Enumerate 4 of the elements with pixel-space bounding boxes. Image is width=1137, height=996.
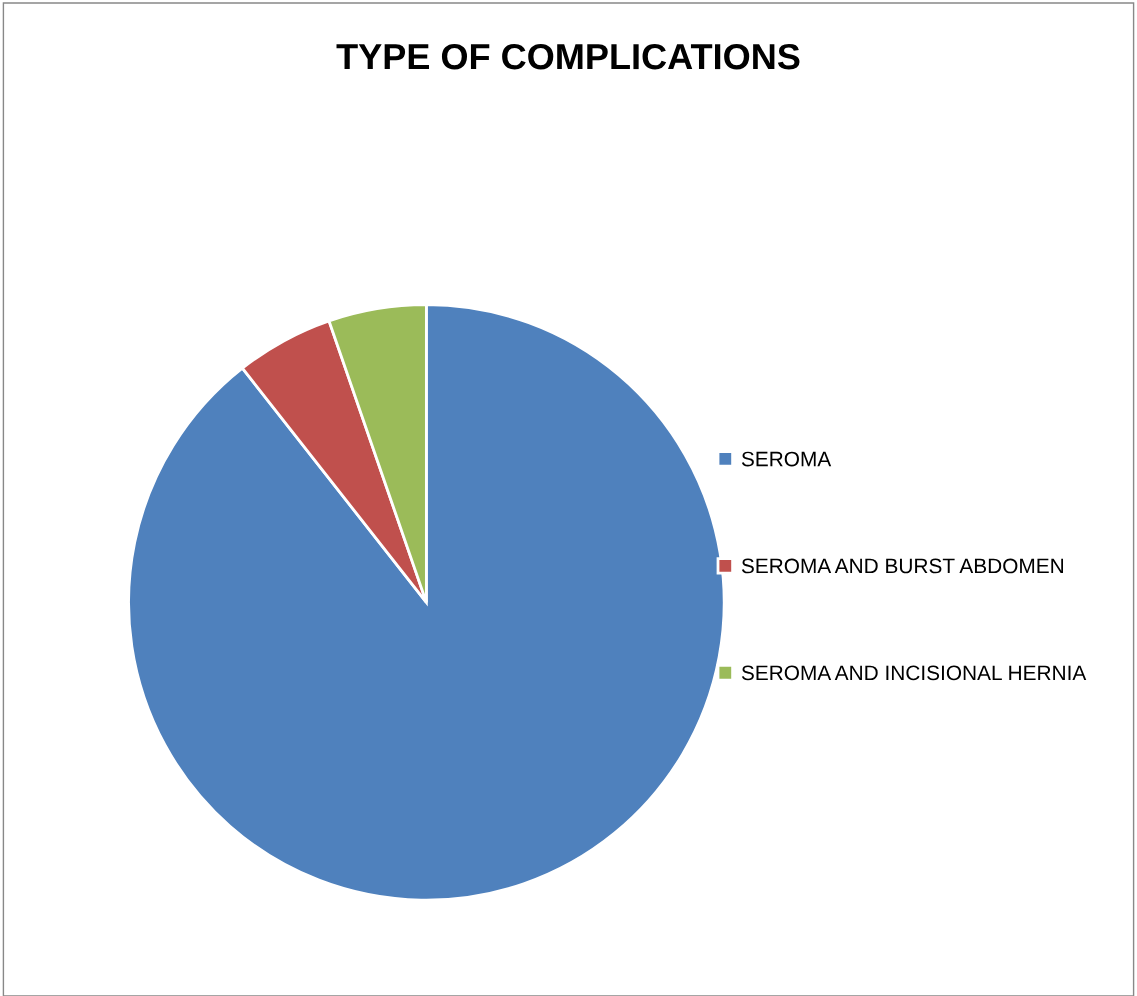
legend-label: SEROMA: [741, 451, 832, 467]
legend-label: SEROMA AND BURST ABDOMEN: [741, 558, 1064, 574]
chart-title: TYPE OF COMPLICATIONS: [336, 43, 800, 70]
legend-label: SEROMA AND INCISIONAL HERNIA: [741, 665, 1087, 681]
